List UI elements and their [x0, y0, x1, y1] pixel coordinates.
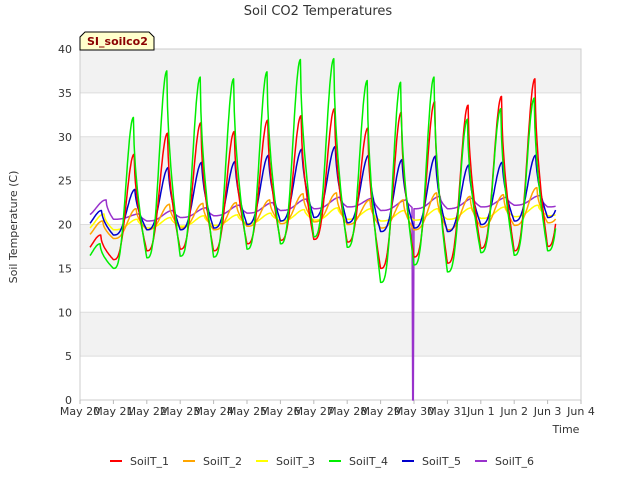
y-tick-label: 35 — [58, 87, 72, 100]
y-tick-label: 5 — [65, 350, 72, 363]
x-tick-label: May 22 — [127, 405, 167, 418]
x-tick-label: Jun 3 — [533, 405, 562, 418]
series-line-soilt_2 — [89, 186, 557, 240]
station-badge: SI_soilco2 — [79, 31, 155, 51]
legend-label: SoilT_1 — [130, 455, 169, 468]
x-tick-label: May 25 — [227, 405, 267, 418]
x-tick-label: May 28 — [327, 405, 367, 418]
legend-item-soilt_5: SoilT_5 — [402, 455, 461, 468]
x-tick-label: May 24 — [193, 405, 233, 418]
x-tick-label: May 29 — [360, 405, 400, 418]
series-line-soilt_1 — [89, 78, 557, 270]
x-tick-label: Jun 2 — [499, 405, 528, 418]
background-band — [80, 268, 581, 313]
x-tick-label: May 23 — [160, 405, 200, 418]
x-tick-label: Jun 4 — [566, 405, 595, 418]
x-tick-label: Jun 1 — [466, 405, 495, 418]
x-tick-label: May 21 — [93, 405, 133, 418]
station-badge-label: SI_soilco2 — [87, 35, 148, 48]
y-tick-label: 25 — [58, 175, 72, 188]
x-tick-label: May 31 — [427, 405, 467, 418]
series-line-soilt_4 — [89, 57, 557, 284]
y-tick-label: 30 — [58, 131, 72, 144]
chart-title: Soil CO2 Temperatures — [244, 4, 393, 19]
background-band — [80, 224, 581, 269]
x-axis-label: Time — [552, 423, 580, 436]
y-tick-label: 10 — [58, 306, 72, 319]
legend-label: SoilT_6 — [495, 455, 534, 468]
x-tick-label: May 30 — [394, 405, 434, 418]
legend-item-soilt_1: SoilT_1 — [110, 455, 169, 468]
y-tick-label: 20 — [58, 219, 72, 232]
plot-frame — [79, 48, 582, 401]
y-tick-label: 0 — [65, 394, 72, 407]
legend-label: SoilT_4 — [349, 455, 388, 468]
legend-item-soilt_3: SoilT_3 — [256, 455, 315, 468]
legend-item-soilt_2: SoilT_2 — [183, 455, 242, 468]
legend-item-soilt_4: SoilT_4 — [329, 455, 388, 468]
x-tick-label: May 27 — [294, 405, 334, 418]
y-tick-label: 40 — [58, 43, 72, 56]
x-tick-label: May 26 — [260, 405, 300, 418]
legend-label: SoilT_2 — [203, 455, 242, 468]
legend-label: SoilT_5 — [422, 455, 461, 468]
background-band — [80, 356, 581, 400]
legend-item-soilt_6: SoilT_6 — [475, 455, 534, 468]
legend-label: SoilT_3 — [276, 455, 315, 468]
y-axis-label: Soil Temperature (C) — [7, 171, 20, 284]
y-axis-ticks: 0 5 10 15 20 25 30 35 40 — [58, 43, 72, 407]
x-tick-label: May 20 — [60, 405, 100, 418]
series-lines — [89, 57, 557, 401]
legend: SoilT_1 SoilT_2 SoilT_3 SoilT_4 SoilT_5 SoilT… — [110, 455, 534, 468]
station-badge-box — [79, 31, 155, 51]
y-tick-label: 15 — [58, 262, 72, 275]
background-band — [80, 312, 581, 357]
